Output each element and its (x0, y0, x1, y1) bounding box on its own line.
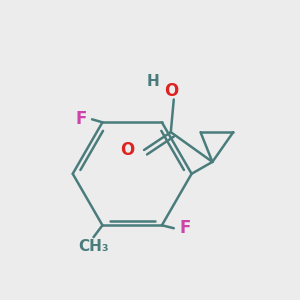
Text: F: F (180, 219, 191, 237)
Text: F: F (76, 110, 87, 128)
Text: O: O (164, 82, 178, 100)
Text: H: H (147, 74, 159, 89)
Text: O: O (121, 141, 135, 159)
Text: CH₃: CH₃ (78, 238, 109, 253)
